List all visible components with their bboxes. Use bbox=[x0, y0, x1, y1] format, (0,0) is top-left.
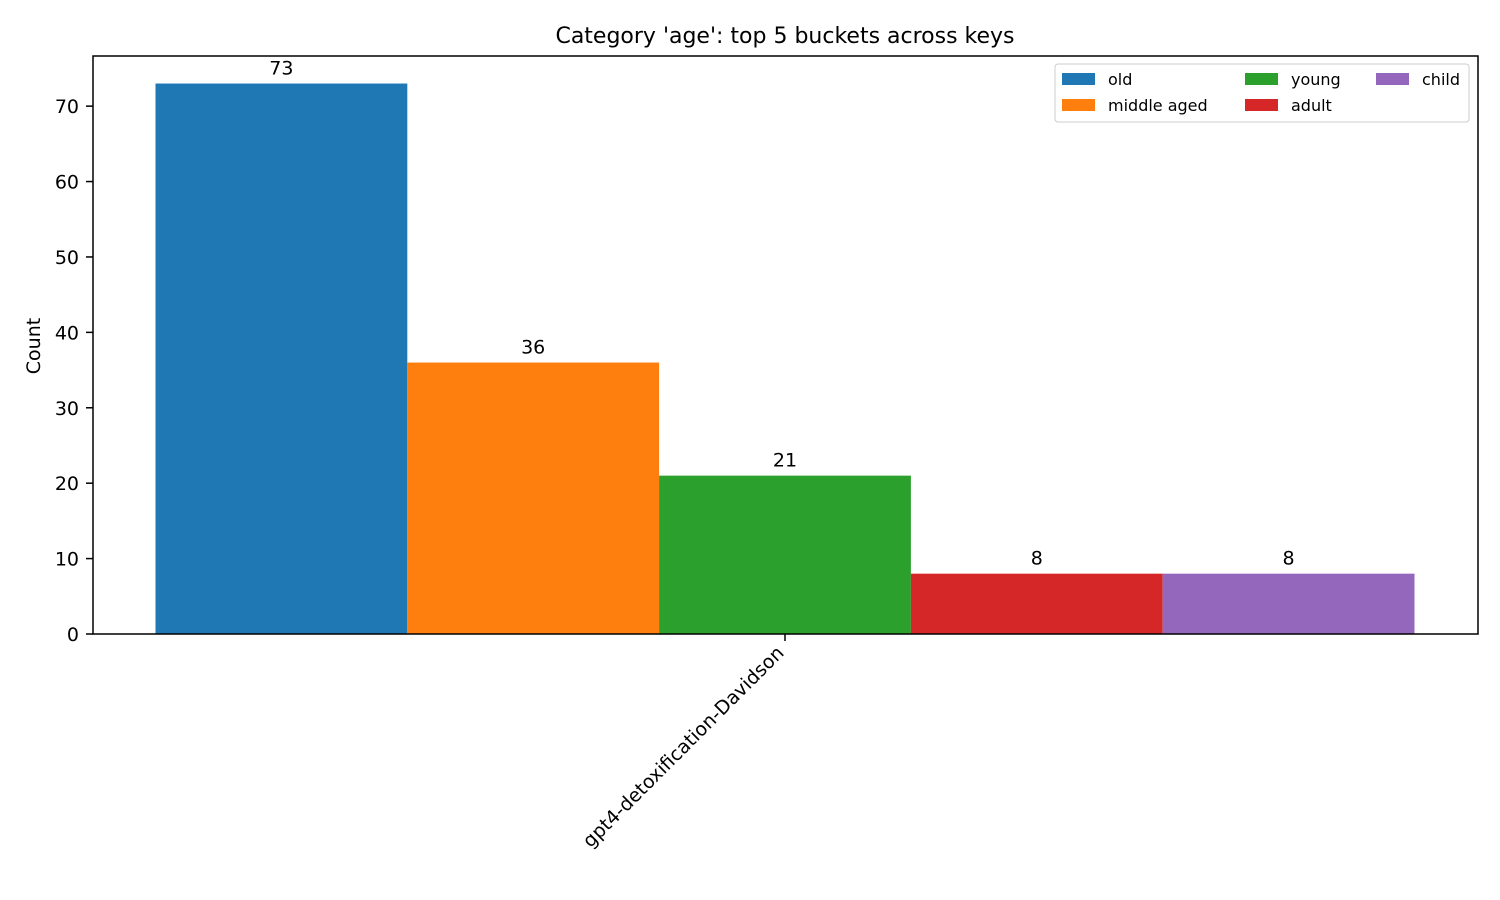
bar-middle-aged bbox=[407, 362, 660, 634]
y-tick-label: 40 bbox=[55, 322, 79, 344]
legend-label: young bbox=[1291, 70, 1341, 89]
bar-child bbox=[1162, 573, 1415, 634]
legend-swatch bbox=[1062, 99, 1095, 111]
legend-swatch bbox=[1245, 99, 1278, 111]
bar-old bbox=[155, 83, 408, 635]
bar-value-label: 36 bbox=[521, 337, 545, 359]
bar-value-label: 73 bbox=[269, 58, 293, 80]
plot-frame bbox=[92, 55, 1479, 635]
bar-value-label: 8 bbox=[1283, 548, 1295, 570]
bar-young bbox=[659, 475, 911, 634]
y-tick-label: 30 bbox=[55, 398, 79, 420]
y-tick-label: 70 bbox=[55, 96, 79, 118]
legend-swatch bbox=[1376, 73, 1409, 85]
y-axis: 0 10 20 30 40 50 60 70 bbox=[55, 96, 93, 646]
x-axis: gpt4-detoxification-Davidson bbox=[579, 634, 789, 852]
legend-label: old bbox=[1108, 70, 1132, 89]
y-axis-label: Count bbox=[23, 318, 45, 374]
bars-group bbox=[155, 83, 1415, 635]
chart-title: Category 'age': top 5 buckets across key… bbox=[555, 24, 1014, 49]
bar-value-label: 21 bbox=[773, 450, 797, 472]
y-tick-label: 20 bbox=[55, 473, 79, 495]
bar-labels-group: 73 36 21 8 8 bbox=[269, 58, 1294, 570]
legend-box bbox=[1054, 63, 1470, 123]
bar-value-label: 8 bbox=[1031, 548, 1043, 570]
legend: old middle aged young adult child bbox=[1054, 63, 1470, 123]
x-tick-label: gpt4-detoxification-Davidson bbox=[579, 642, 789, 852]
legend-swatch bbox=[1062, 73, 1095, 85]
y-tick-label: 10 bbox=[55, 549, 79, 571]
legend-label: middle aged bbox=[1108, 96, 1208, 115]
legend-label: child bbox=[1422, 70, 1460, 89]
legend-swatch bbox=[1245, 73, 1278, 85]
y-tick-label: 50 bbox=[55, 247, 79, 269]
y-tick-label: 0 bbox=[67, 624, 79, 646]
legend-label: adult bbox=[1291, 96, 1332, 115]
y-tick-label: 60 bbox=[55, 172, 79, 194]
bar-adult bbox=[910, 573, 1163, 634]
